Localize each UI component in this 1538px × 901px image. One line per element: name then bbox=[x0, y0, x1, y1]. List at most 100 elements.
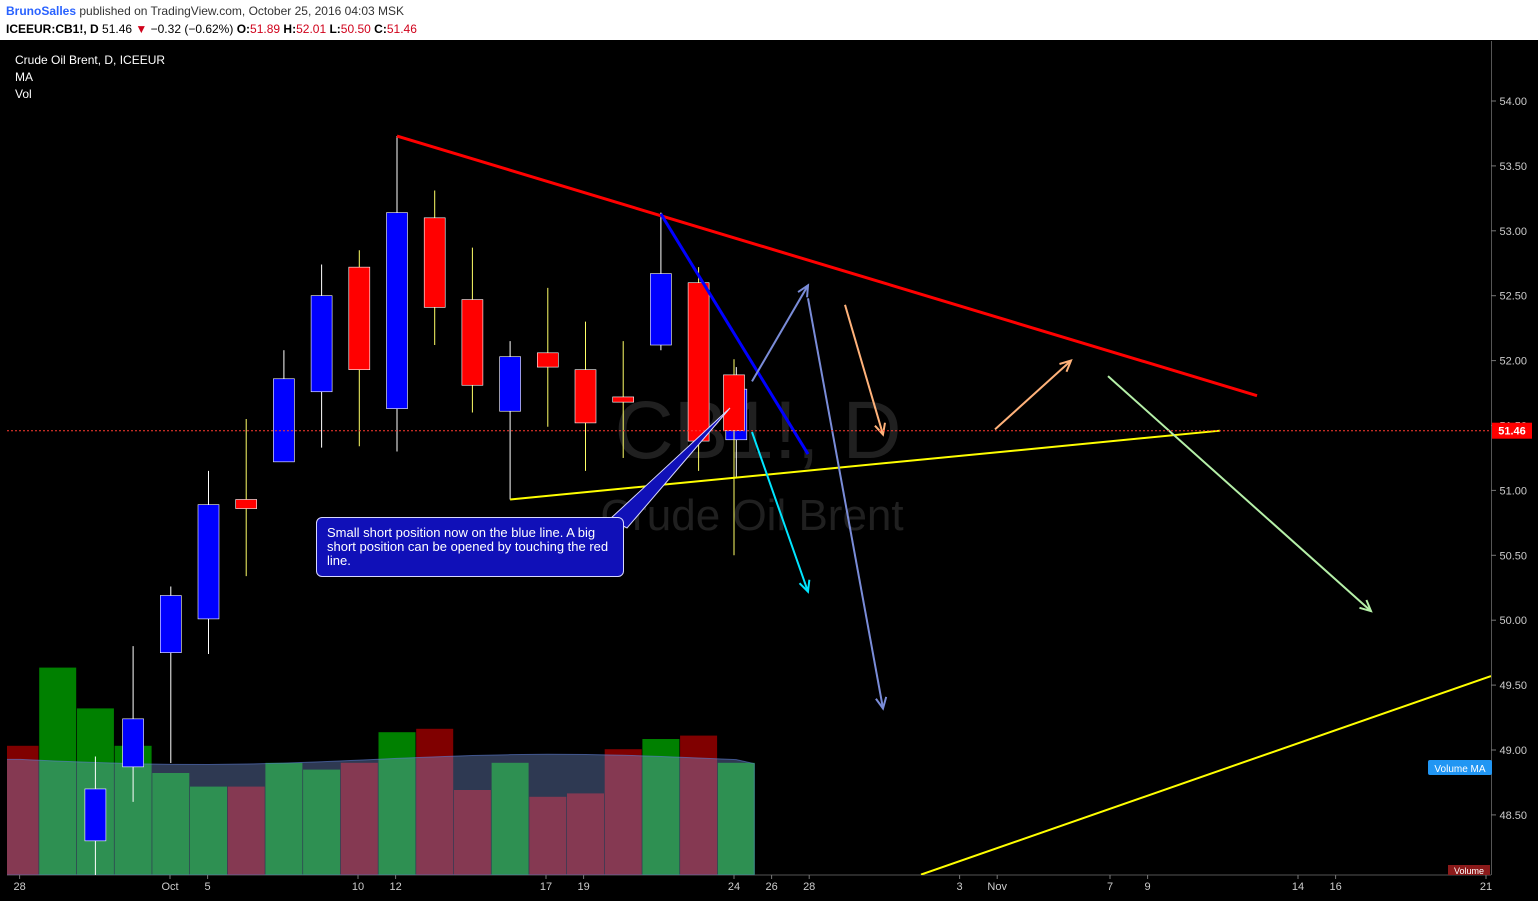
x-tick-label: 10 bbox=[352, 881, 364, 893]
legend-ma[interactable]: MA bbox=[15, 70, 33, 84]
volume-ma-tag-bg bbox=[1428, 760, 1492, 775]
volume-bar bbox=[567, 793, 604, 875]
volume-ma-area bbox=[7, 753, 755, 875]
volume-bar bbox=[340, 762, 378, 875]
volume-bar bbox=[378, 732, 416, 875]
low-value: 50.50 bbox=[340, 22, 371, 36]
y-tick-label: 51.00 bbox=[1499, 485, 1527, 497]
symbol-label: ICEEUR:CB1!, D bbox=[6, 22, 99, 36]
annotation-callout[interactable]: Small short position now on the blue lin… bbox=[316, 517, 624, 577]
open-label: O: bbox=[236, 22, 251, 36]
x-tick-label: 3 bbox=[957, 881, 963, 893]
drawings bbox=[7, 134, 1491, 875]
blue-down-arrow bbox=[807, 298, 884, 709]
last-price: 51.46 bbox=[102, 22, 133, 36]
volume-bar bbox=[416, 728, 454, 875]
y-tick-label: 54.00 bbox=[1499, 96, 1527, 108]
volume-bar bbox=[717, 762, 755, 875]
candle-body bbox=[310, 295, 333, 393]
candle-body bbox=[461, 299, 484, 386]
candle-body bbox=[273, 378, 295, 463]
published-text: published on TradingView.com, October 25… bbox=[79, 4, 405, 18]
candle-body bbox=[84, 788, 107, 842]
candle-body bbox=[499, 356, 521, 412]
y-tick-label: 49.50 bbox=[1499, 680, 1527, 692]
x-tick-label: 16 bbox=[1329, 881, 1341, 893]
time-axis[interactable] bbox=[0, 875, 1538, 901]
volume-bar bbox=[7, 745, 39, 875]
green-down-arrow-head bbox=[1359, 599, 1373, 613]
resistance-line bbox=[396, 134, 1258, 398]
price-tag-bg bbox=[1492, 422, 1532, 439]
x-tick-label: 5 bbox=[205, 881, 211, 893]
x-tick-label: 14 bbox=[1292, 881, 1304, 893]
green-down-arrow bbox=[1107, 375, 1372, 612]
publish-line: BrunoSalles published on TradingView.com… bbox=[6, 4, 404, 18]
volume-tag-bg bbox=[1448, 865, 1490, 875]
candle-body bbox=[536, 352, 559, 368]
close-value: 51.46 bbox=[386, 22, 417, 36]
y-tick-label: 52.00 bbox=[1499, 356, 1527, 368]
open-value: 51.89 bbox=[250, 22, 281, 36]
watermark: CB1!, D Crude Oil Brent bbox=[600, 385, 903, 540]
volume-ma-tag: Volume MA bbox=[1434, 764, 1485, 775]
x-tick-label: 7 bbox=[1107, 881, 1113, 893]
x-tick-label: Nov bbox=[987, 881, 1007, 893]
x-tick-label: 9 bbox=[1145, 881, 1151, 893]
axis-tags: 51.46 Volume MA Volume bbox=[1428, 422, 1532, 876]
price-change: −0.32 (−0.62%) bbox=[150, 22, 234, 36]
x-tick-label: 26 bbox=[765, 881, 777, 893]
chart-header: BrunoSalles published on TradingView.com… bbox=[0, 0, 1538, 40]
y-tick-label: 50.00 bbox=[1499, 615, 1527, 627]
support-line bbox=[510, 429, 1221, 501]
y-tick-label: 53.00 bbox=[1499, 226, 1527, 238]
price-tag: 51.46 bbox=[1498, 426, 1526, 438]
candle-series bbox=[84, 136, 748, 875]
x-tick-label: 28 bbox=[13, 881, 25, 893]
blue-up-arrow-head bbox=[797, 283, 810, 298]
y-tick-label: 50.50 bbox=[1499, 550, 1527, 562]
volume-series bbox=[7, 667, 755, 875]
candle-body bbox=[650, 273, 672, 346]
volume-bar bbox=[303, 769, 341, 875]
long-support-line bbox=[920, 675, 1491, 875]
y-tick-label: 49.00 bbox=[1499, 745, 1527, 757]
price-axis[interactable] bbox=[1492, 41, 1538, 875]
x-tick-label: 28 bbox=[803, 881, 815, 893]
chart-background bbox=[0, 40, 1538, 901]
candle-body bbox=[348, 266, 371, 370]
close-label: C: bbox=[374, 22, 387, 36]
price-chart[interactable]: CB1!, D Crude Oil Brent Crude Oil Brent,… bbox=[0, 40, 1538, 901]
x-tick-label: 21 bbox=[1480, 881, 1492, 893]
high-value: 52.01 bbox=[296, 22, 327, 36]
candle-body bbox=[197, 504, 220, 620]
volume-bar bbox=[491, 762, 529, 875]
candle-body bbox=[612, 396, 635, 403]
low-label: L: bbox=[329, 22, 341, 36]
x-tick-label: 17 bbox=[540, 881, 552, 893]
blue-up-arrow bbox=[751, 284, 809, 382]
volume-bar bbox=[642, 739, 680, 875]
candle-body bbox=[122, 718, 144, 768]
candle-body bbox=[723, 374, 745, 431]
x-tick-label: 12 bbox=[389, 881, 401, 893]
volume-bar bbox=[227, 786, 265, 875]
volume-bar bbox=[453, 790, 491, 875]
author-link[interactable]: BrunoSalles bbox=[6, 4, 77, 18]
volume-bar bbox=[529, 796, 567, 875]
volume-bar bbox=[39, 667, 77, 875]
volume-bar bbox=[190, 786, 227, 875]
x-axis-ticks: 28 Oct 5 10 12 17 19 24 26 28 Nov 3 7 9 14 16 21 bbox=[13, 875, 1492, 893]
legend-vol[interactable]: Vol bbox=[15, 87, 32, 101]
x-tick-label: 19 bbox=[577, 881, 589, 893]
volume-tag: Volume bbox=[1454, 866, 1484, 876]
cyan-arrow-head bbox=[798, 579, 811, 594]
candle-body bbox=[687, 282, 710, 442]
down-arrow-icon: ▼ bbox=[135, 22, 148, 36]
watermark-symbol: CB1!, D bbox=[614, 385, 901, 476]
orange-down-arrow bbox=[844, 304, 884, 435]
candle-body bbox=[574, 369, 597, 424]
orange-up-arrow bbox=[994, 359, 1072, 431]
y-tick-label: 48.50 bbox=[1499, 810, 1527, 822]
x-tick-label: 24 bbox=[728, 881, 740, 893]
